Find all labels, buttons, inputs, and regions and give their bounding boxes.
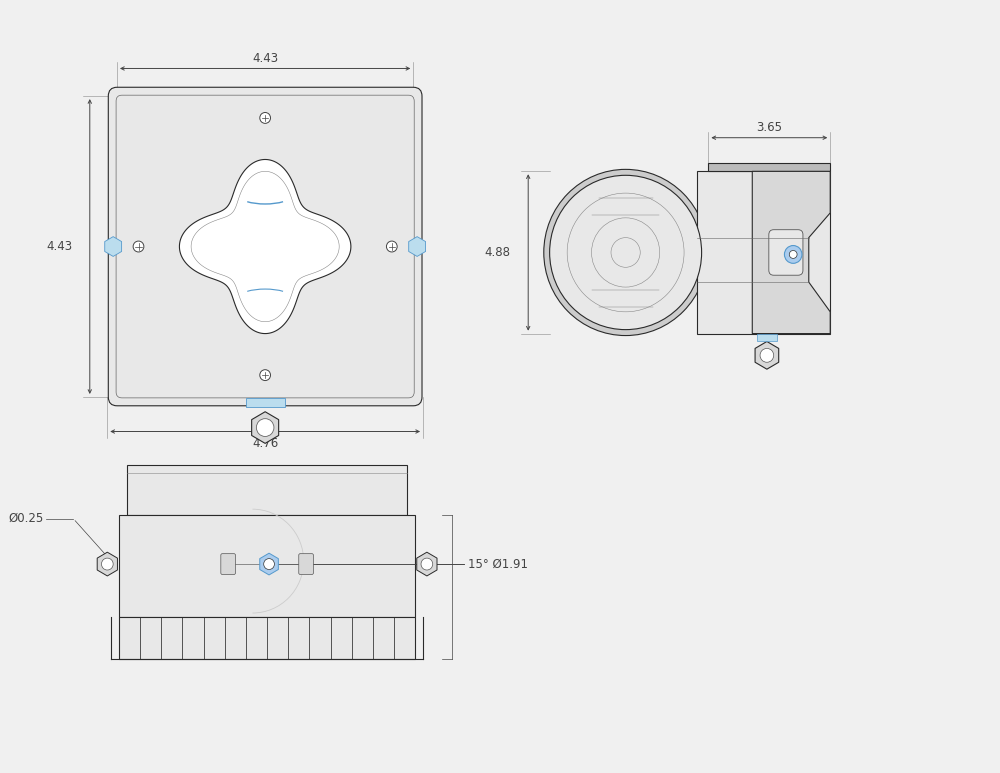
Polygon shape	[179, 159, 351, 334]
Text: 3.65: 3.65	[756, 121, 782, 135]
Circle shape	[760, 349, 774, 363]
Text: Ø0.25: Ø0.25	[9, 512, 44, 525]
Circle shape	[550, 175, 702, 329]
Text: 4.43: 4.43	[46, 240, 72, 253]
Polygon shape	[752, 172, 830, 334]
Circle shape	[256, 419, 274, 437]
Text: 4.88: 4.88	[485, 246, 511, 259]
FancyBboxPatch shape	[769, 230, 803, 275]
Polygon shape	[260, 553, 278, 575]
Text: 4.76: 4.76	[252, 437, 278, 450]
Text: 15° Ø1.91: 15° Ø1.91	[468, 557, 528, 570]
Polygon shape	[755, 342, 779, 369]
Circle shape	[133, 241, 144, 252]
Bar	[697, 172, 830, 334]
FancyBboxPatch shape	[108, 87, 422, 406]
Polygon shape	[105, 237, 122, 257]
Circle shape	[260, 113, 271, 124]
Polygon shape	[97, 552, 117, 576]
FancyBboxPatch shape	[221, 553, 235, 574]
Circle shape	[101, 558, 113, 570]
Text: 4.43: 4.43	[252, 52, 278, 65]
Polygon shape	[252, 412, 279, 444]
Circle shape	[386, 241, 397, 252]
Bar	[246, 398, 285, 407]
Bar	[757, 334, 777, 342]
Polygon shape	[417, 552, 437, 576]
Bar	[708, 163, 830, 172]
FancyBboxPatch shape	[299, 553, 313, 574]
Circle shape	[544, 169, 707, 335]
Circle shape	[789, 250, 797, 258]
Bar	[119, 618, 415, 659]
Circle shape	[784, 246, 802, 264]
Polygon shape	[409, 237, 426, 257]
Circle shape	[264, 559, 274, 570]
Bar	[119, 515, 415, 618]
Circle shape	[421, 558, 433, 570]
Bar	[127, 465, 407, 515]
Circle shape	[260, 369, 271, 380]
